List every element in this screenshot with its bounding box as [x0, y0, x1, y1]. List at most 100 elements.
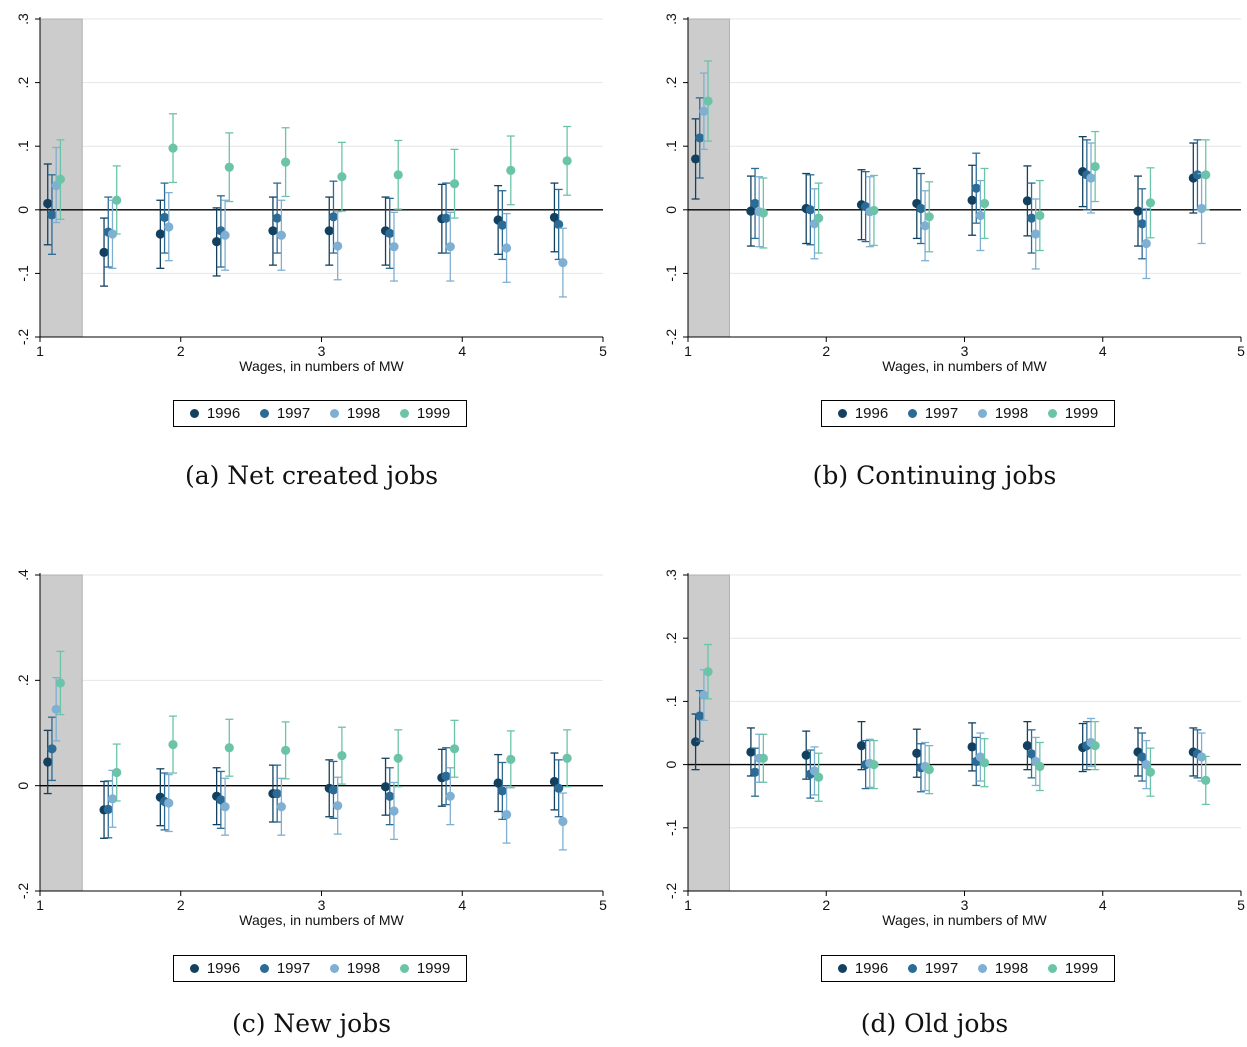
point-1998 [501, 810, 512, 820]
point-1996 [43, 198, 53, 209]
point-1999 [562, 156, 572, 166]
point-1997 [328, 212, 339, 222]
point-1999 [1035, 210, 1045, 221]
legend-marker-1996 [189, 409, 199, 418]
x-axis-label: Wages, in numbers of MW [239, 912, 404, 928]
legend-item-1997: 1997 [259, 960, 310, 977]
point-1999 [449, 744, 460, 754]
y-tick-label: -.1 [663, 819, 679, 836]
point-1999 [758, 208, 768, 218]
point-1998 [107, 229, 118, 239]
point-1996 [1022, 741, 1033, 751]
point-1999 [506, 754, 516, 764]
legend-marker-1996 [837, 964, 847, 973]
x-tick-label: 5 [1237, 897, 1245, 913]
point-1997 [272, 213, 282, 223]
point-1998 [975, 210, 985, 221]
point-1999 [168, 739, 178, 750]
point-1998 [276, 230, 286, 240]
point-1997 [1026, 749, 1037, 759]
point-1998 [1196, 203, 1207, 214]
legend-marker-1998 [329, 964, 339, 973]
legend-marker-1999 [1047, 964, 1057, 973]
caption: (a) Net created jobs [184, 461, 439, 490]
y-tick-label: 0 [15, 206, 31, 214]
point-1999 [393, 170, 403, 180]
legend-item-1997: 1997 [259, 405, 310, 422]
x-tick-label: 4 [458, 343, 466, 359]
y-tick-label: 0 [663, 760, 679, 768]
legend: 1996 1997 1998 1999 [173, 955, 467, 982]
legend-marker-1999 [399, 409, 409, 418]
point-1999 [393, 753, 403, 763]
point-1997 [1026, 213, 1037, 223]
point-1999 [1035, 761, 1045, 772]
y-tick-label: .1 [15, 140, 31, 152]
y-tick-label: .2 [663, 632, 679, 644]
point-1998 [699, 106, 709, 116]
point-1998 [333, 801, 343, 811]
legend-item-1996: 1996 [189, 960, 240, 977]
panel-c: -.2 0 .2 .4 1 2 3 4 5 Wages, in numbers of MW 199… [0, 523, 623, 1046]
x-tick-label: 2 [177, 343, 185, 359]
point-1996 [43, 757, 53, 767]
shaded-region [687, 574, 730, 892]
y-tick-label: .3 [663, 13, 679, 25]
legend: 1996 1997 1998 1999 [821, 955, 1115, 982]
point-1997 [750, 767, 760, 777]
point-1999 [281, 157, 291, 167]
x-axis-label: Wages, in numbers of MW [882, 358, 1047, 374]
point-1996 [1133, 206, 1143, 216]
y-tick-label: .4 [15, 569, 31, 581]
panel-a: -.2 -.1 0 .1 .2 .3 1 2 3 4 5 Wages, in numbers of M… [0, 0, 623, 523]
point-1999 [979, 758, 990, 768]
point-1999 [758, 753, 768, 763]
point-1999 [924, 765, 934, 775]
point-1998 [920, 221, 930, 231]
legend-marker-1998 [329, 409, 339, 418]
point-1998 [558, 816, 568, 827]
point-1997 [47, 744, 57, 754]
legend-item-1999: 1999 [399, 405, 450, 422]
point-1999 [224, 162, 234, 172]
point-1998 [558, 257, 568, 268]
y-tick-label: .1 [663, 695, 679, 707]
point-1999 [281, 745, 291, 755]
point-1998 [164, 222, 174, 232]
y-tick-label: -.2 [15, 883, 31, 900]
point-1998 [1086, 173, 1096, 183]
x-axis-label: Wages, in numbers of MW [882, 912, 1047, 928]
point-1996 [691, 154, 701, 164]
x-tick-label: 2 [177, 897, 185, 913]
point-1996 [801, 750, 811, 760]
point-1997 [1137, 219, 1147, 229]
point-1999 [1145, 767, 1156, 777]
point-1996 [912, 748, 922, 758]
chart-continuing-jobs: -.2 -.1 0 .1 .2 .3 1 2 3 4 5 Wages, in numbers of M… [663, 13, 1245, 374]
point-1997 [916, 203, 926, 214]
y-tick-label: -.2 [663, 883, 679, 900]
point-1997 [385, 228, 395, 238]
legend-item-1996: 1996 [837, 405, 888, 422]
point-1996 [746, 747, 756, 757]
chart-new-jobs: -.2 0 .2 .4 1 2 3 4 5 Wages, in numbers of MW [15, 569, 607, 928]
point-1999 [703, 96, 713, 106]
y-tick-label: 0 [15, 782, 31, 790]
point-1996 [549, 776, 560, 787]
panel-d: -.2 -.1 0 .1 .2 .3 1 2 3 4 5 Wages, in numbers of M… [623, 523, 1246, 1046]
point-1996 [1022, 196, 1033, 206]
legend-marker-1998 [977, 964, 987, 973]
point-1998 [164, 798, 174, 808]
legend-item-1998: 1998 [977, 405, 1028, 422]
legend-item-1996: 1996 [189, 405, 240, 422]
point-1999 [168, 143, 178, 153]
legend-item-1998: 1998 [977, 960, 1028, 977]
x-tick-label: 2 [822, 343, 830, 359]
point-1999 [814, 772, 824, 782]
caption: (c) New jobs [231, 1009, 392, 1038]
x-tick-label: 4 [1099, 897, 1107, 913]
x-tick-label: 5 [1237, 343, 1245, 359]
point-1998 [1141, 238, 1151, 249]
point-1996 [380, 782, 391, 792]
legend-marker-1996 [837, 409, 847, 418]
